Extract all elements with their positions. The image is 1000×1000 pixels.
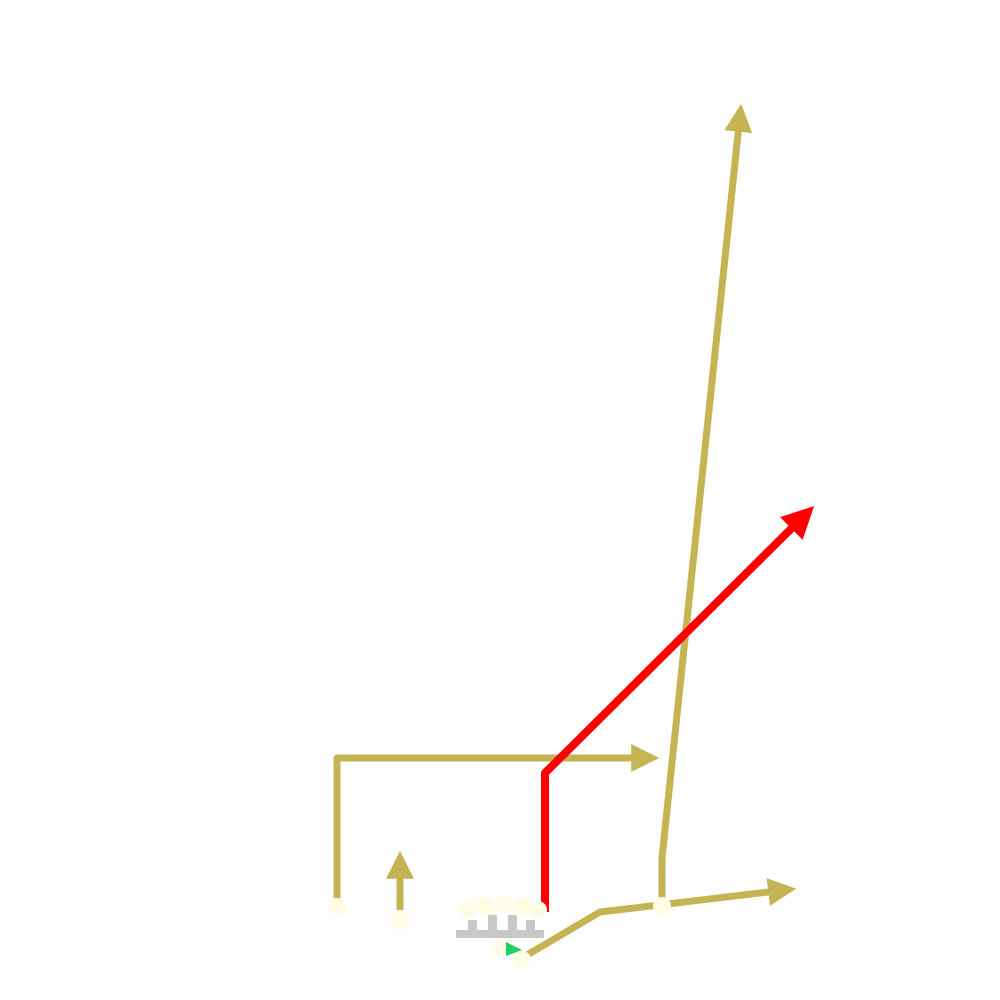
player-running-back [513, 951, 531, 969]
player-quarterback [492, 940, 508, 956]
route-left-corner [333, 744, 660, 900]
line-block-1 [468, 920, 477, 932]
line-blocks [456, 915, 544, 938]
player-line-1 [459, 901, 477, 919]
player-right-receiver [653, 897, 671, 915]
line-block-4 [526, 920, 535, 932]
line-block-2 [488, 915, 497, 932]
route-flat-right [520, 878, 797, 962]
player-left-receiver [328, 898, 346, 916]
player-line-2 [477, 897, 495, 915]
snap-arrow-icon [506, 942, 522, 956]
player-line-3 [495, 896, 513, 914]
route-deep-go [658, 103, 753, 900]
players [328, 896, 671, 969]
line-block-3 [508, 915, 517, 932]
route-red-post [541, 505, 815, 912]
player-slot-receiver [391, 912, 409, 930]
line-block-base [456, 930, 544, 938]
player-line-4 [513, 897, 531, 915]
player-line-5 [529, 901, 547, 919]
